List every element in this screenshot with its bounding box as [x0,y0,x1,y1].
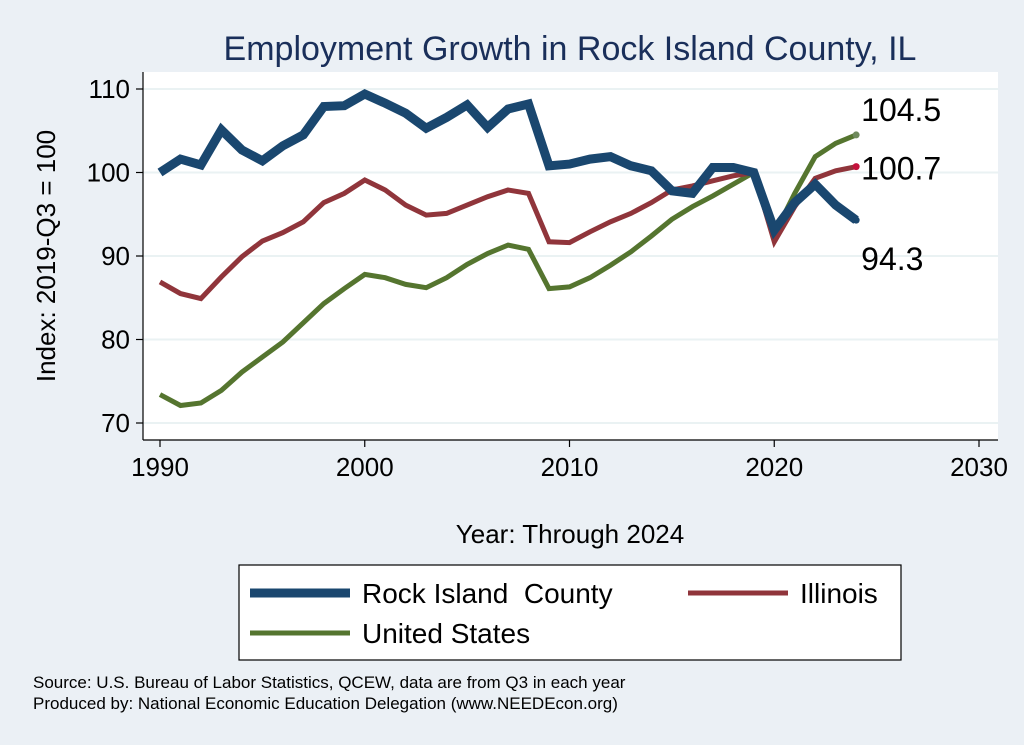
legend-label-illinois: Illinois [800,578,878,609]
legend-label-united-states: United States [362,618,530,649]
y-tick-label-100: 100 [87,158,130,188]
series-end-point-united-states [852,131,860,139]
y-tick-label-70: 70 [101,408,130,438]
chart-title: Employment Growth in Rock Island County,… [224,30,917,68]
end-label-united-states: 104.5 [861,92,941,128]
series-end-point-rock-island-county [852,216,860,224]
y-axis-title: Index: 2019-Q3 = 100 [31,130,61,382]
y-tick-label-80: 80 [101,325,130,355]
y-tick-label-90: 90 [101,241,130,271]
y-tick-label-110: 110 [89,74,130,104]
x-tick-label-1990: 1990 [131,452,189,482]
y-ticks: 70 80 90 100 110 [87,74,143,438]
series-layer [157,88,860,409]
series-line-rock-island-county [157,88,859,240]
end-label-illinois: 100.7 [861,151,941,187]
legend-label-rock-island: Rock Island County [362,578,613,609]
x-tick-label-2000: 2000 [336,452,394,482]
x-tick-label-2030: 2030 [950,452,1008,482]
legend: Rock Island County Illinois United State… [238,564,902,661]
x-ticks: 1990 2000 2010 2020 2030 [131,440,1008,482]
end-labels: 104.5 100.7 94.3 [861,92,941,277]
series-end-point-illinois [852,163,860,171]
x-tick-label-2010: 2010 [541,452,599,482]
end-label-rock-island-county: 94.3 [861,241,923,277]
series-line-united-states [158,132,858,409]
x-tick-label-2020: 2020 [745,452,803,482]
series-line-illinois [158,164,857,302]
produced-by-note: Produced by: National Economic Education… [33,694,618,713]
legend-box [238,564,902,661]
source-note: Source: U.S. Bureau of Labor Statistics,… [33,673,626,692]
x-axis-title: Year: Through 2024 [456,519,684,549]
